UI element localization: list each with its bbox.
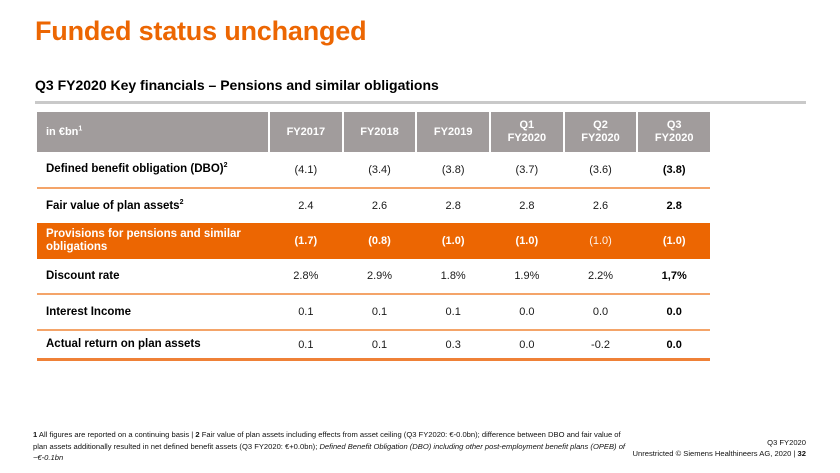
footer-classification: Unrestricted © Siemens Healthineers AG, … xyxy=(632,449,806,458)
cell-value: 0.0 xyxy=(592,306,609,318)
column-header-fy2018: FY2018 xyxy=(343,112,416,152)
table-row-dbo: Defined benefit obligation (DBO)2 (4.1) … xyxy=(37,152,710,189)
subtitle-rule: Q3 FY2020 Key financials – Pensions and … xyxy=(35,77,806,104)
column-header-q1-fy2020: Q1 FY2020 xyxy=(491,112,563,152)
cell-value: (1.0) xyxy=(441,235,465,247)
row-label: Provisions for pensions and similar obli… xyxy=(46,228,241,253)
cell-value: 0.0 xyxy=(519,338,535,351)
cell-value: 0.1 xyxy=(298,306,314,318)
cell-value: 1,7% xyxy=(661,270,687,282)
footnote-marker-2: 2 xyxy=(195,430,200,439)
cell-value: (1.0) xyxy=(515,235,539,247)
footnote-marker-1: 1 xyxy=(33,430,38,439)
cell-value: (1.7) xyxy=(294,235,318,247)
column-header-fy2019: FY2019 xyxy=(417,112,490,152)
cell-value: 2.8 xyxy=(445,200,461,212)
footnote-text-2: Fair value of plan assets including effe… xyxy=(33,430,621,451)
cell-value: 0.0 xyxy=(519,306,535,318)
cell-value: (3.6) xyxy=(589,163,612,176)
unit-label: in €bn xyxy=(46,125,79,138)
row-label: Discount rate xyxy=(46,269,120,282)
footnote-text-1: All figures are reported on a continuing… xyxy=(37,430,196,439)
cell-value: (3.8) xyxy=(662,163,686,176)
cell-value: (4.1) xyxy=(294,163,318,176)
key-financials-table: in €bn1 FY2017 FY2018 FY2019 Q1 FY2020 Q… xyxy=(37,112,711,361)
table-row-discount-rate: Discount rate 2.8% 2.9% 1.8% 1.9% 2.2% 1… xyxy=(37,259,710,295)
cell-value: 2.8% xyxy=(293,270,319,282)
cell-value: 1.9% xyxy=(514,270,540,282)
cell-value: 0.1 xyxy=(371,338,388,351)
table-row-fair-value: Fair value of plan assets2 2.4 2.6 2.8 2… xyxy=(37,189,710,223)
page-title: Funded status unchanged xyxy=(35,16,367,46)
cell-value: 2.6 xyxy=(371,200,388,212)
cell-value: (1.0) xyxy=(589,235,612,247)
slide-footer: Q3 FY2020 Unrestricted © Siemens Healthi… xyxy=(633,437,806,459)
cell-value: 2.8 xyxy=(519,200,535,212)
cell-value: (3.4) xyxy=(368,163,391,176)
row-label: Fair value of plan assets2 xyxy=(46,198,184,212)
cell-value: (3.7) xyxy=(515,163,539,176)
cell-value: -0.2 xyxy=(591,338,610,351)
cell-value: (3.8) xyxy=(441,163,465,176)
row-label: Actual return on plan assets xyxy=(46,338,201,350)
row-label: Interest Income xyxy=(46,305,131,318)
column-header-q3-fy2020: Q3 FY2020 xyxy=(638,112,711,152)
cell-value: 2.2% xyxy=(587,270,614,282)
table-row-provisions: Provisions for pensions and similar obli… xyxy=(37,223,710,259)
row-label: Defined benefit obligation (DBO)2 xyxy=(46,162,228,175)
footnote-ref: 2 xyxy=(223,162,228,170)
cell-value: 1.8% xyxy=(440,270,466,282)
footnotes: 1 All figures are reported on a continui… xyxy=(33,429,637,464)
cell-value: 2.8 xyxy=(666,200,682,212)
cell-value: 2.9% xyxy=(366,270,393,282)
footer-period: Q3 FY2020 xyxy=(767,438,806,447)
unit-footnote-ref: 1 xyxy=(78,124,83,132)
footnote-text-italic: Defined Benefit Obligation (DBO) includi… xyxy=(33,441,626,463)
column-header-unit: in €bn1 xyxy=(37,112,268,152)
slide-subtitle: Q3 FY2020 Key financials – Pensions and … xyxy=(35,77,439,93)
footnote-ref: 2 xyxy=(179,198,184,206)
cell-value: 0.1 xyxy=(371,306,388,318)
cell-value: 0.1 xyxy=(298,338,314,351)
cell-value: (0.8) xyxy=(368,235,391,247)
cell-value: 2.6 xyxy=(592,200,609,212)
column-header-q2-fy2020: Q2 FY2020 xyxy=(564,112,637,152)
cell-value: 0.3 xyxy=(445,338,461,351)
column-header-fy2017: FY2017 xyxy=(270,112,342,152)
cell-value: 2.4 xyxy=(298,200,314,212)
cell-value: 0.0 xyxy=(666,306,682,318)
table-row-actual-return: Actual return on plan assets 0.1 0.1 0.3… xyxy=(37,331,710,361)
cell-value: 0.0 xyxy=(666,338,682,351)
page-number: 32 xyxy=(797,449,806,458)
table-row-interest-income: Interest Income 0.1 0.1 0.1 0.0 0.0 0.0 xyxy=(37,295,710,331)
cell-value: 0.1 xyxy=(445,306,461,318)
cell-value: (1.0) xyxy=(662,235,686,247)
table-header-row: in €bn1 FY2017 FY2018 FY2019 Q1 FY2020 Q… xyxy=(37,112,711,152)
